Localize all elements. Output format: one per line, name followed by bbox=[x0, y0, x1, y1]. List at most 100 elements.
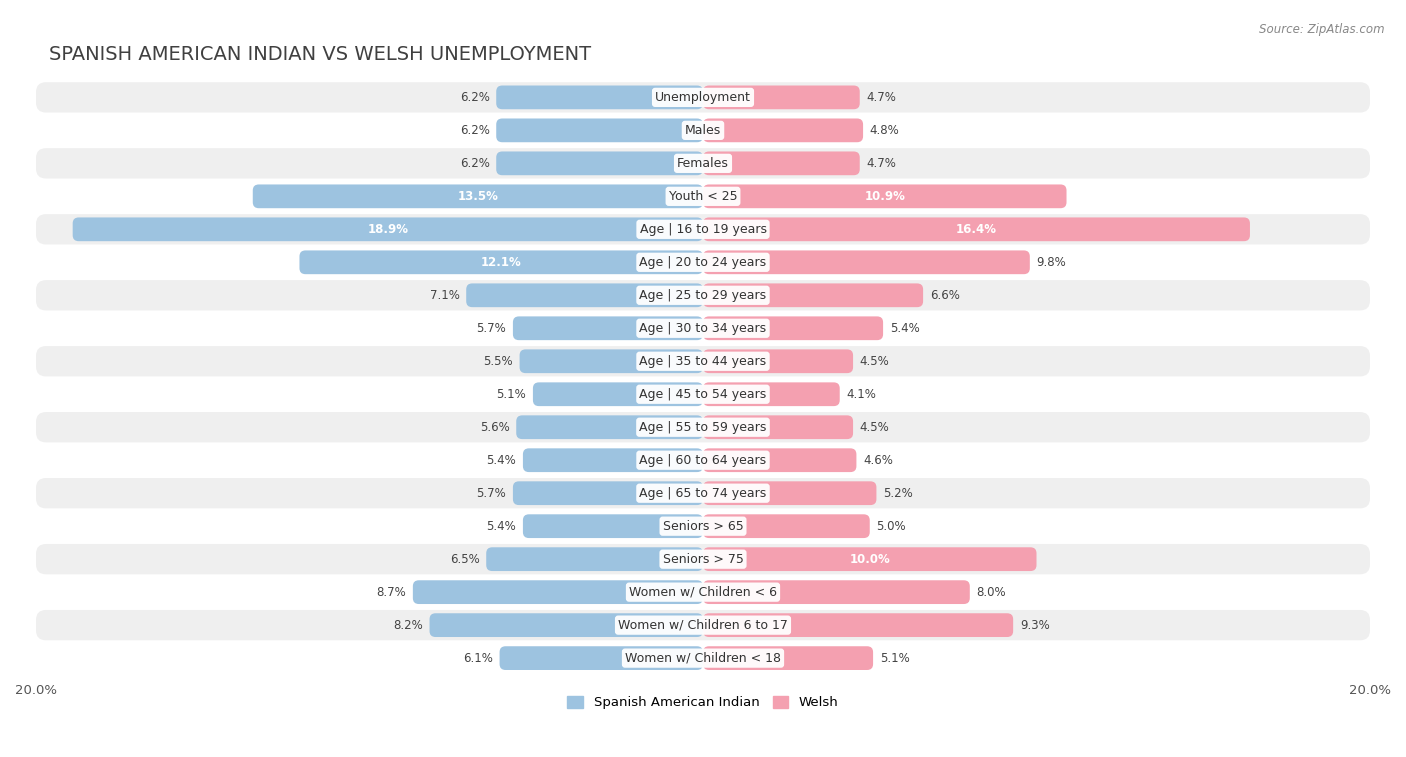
FancyBboxPatch shape bbox=[703, 86, 859, 109]
Text: Youth < 25: Youth < 25 bbox=[669, 190, 737, 203]
Text: 5.5%: 5.5% bbox=[484, 355, 513, 368]
FancyBboxPatch shape bbox=[37, 181, 1369, 211]
FancyBboxPatch shape bbox=[703, 251, 1029, 274]
Text: 13.5%: 13.5% bbox=[457, 190, 498, 203]
Text: 5.6%: 5.6% bbox=[479, 421, 509, 434]
FancyBboxPatch shape bbox=[37, 511, 1369, 541]
Text: 10.9%: 10.9% bbox=[865, 190, 905, 203]
FancyBboxPatch shape bbox=[513, 316, 703, 340]
FancyBboxPatch shape bbox=[703, 514, 870, 538]
Text: Females: Females bbox=[678, 157, 728, 170]
FancyBboxPatch shape bbox=[703, 547, 1036, 571]
FancyBboxPatch shape bbox=[496, 86, 703, 109]
Text: Women w/ Children 6 to 17: Women w/ Children 6 to 17 bbox=[619, 618, 787, 631]
FancyBboxPatch shape bbox=[703, 185, 1067, 208]
Text: Males: Males bbox=[685, 124, 721, 137]
FancyBboxPatch shape bbox=[37, 478, 1369, 509]
FancyBboxPatch shape bbox=[37, 313, 1369, 344]
Text: 5.0%: 5.0% bbox=[876, 519, 905, 533]
FancyBboxPatch shape bbox=[37, 83, 1369, 113]
Text: 5.1%: 5.1% bbox=[496, 388, 526, 400]
FancyBboxPatch shape bbox=[37, 610, 1369, 640]
Text: Women w/ Children < 6: Women w/ Children < 6 bbox=[628, 586, 778, 599]
Text: 7.1%: 7.1% bbox=[430, 288, 460, 302]
Text: 5.7%: 5.7% bbox=[477, 487, 506, 500]
Text: Seniors > 75: Seniors > 75 bbox=[662, 553, 744, 565]
Text: 6.5%: 6.5% bbox=[450, 553, 479, 565]
Text: Age | 55 to 59 years: Age | 55 to 59 years bbox=[640, 421, 766, 434]
Text: 4.6%: 4.6% bbox=[863, 453, 893, 467]
Text: 5.7%: 5.7% bbox=[477, 322, 506, 335]
FancyBboxPatch shape bbox=[523, 514, 703, 538]
Text: Unemployment: Unemployment bbox=[655, 91, 751, 104]
FancyBboxPatch shape bbox=[703, 646, 873, 670]
Text: Age | 30 to 34 years: Age | 30 to 34 years bbox=[640, 322, 766, 335]
Text: Age | 45 to 54 years: Age | 45 to 54 years bbox=[640, 388, 766, 400]
FancyBboxPatch shape bbox=[37, 346, 1369, 376]
FancyBboxPatch shape bbox=[703, 448, 856, 472]
Text: SPANISH AMERICAN INDIAN VS WELSH UNEMPLOYMENT: SPANISH AMERICAN INDIAN VS WELSH UNEMPLO… bbox=[49, 45, 592, 64]
FancyBboxPatch shape bbox=[37, 445, 1369, 475]
FancyBboxPatch shape bbox=[413, 581, 703, 604]
FancyBboxPatch shape bbox=[37, 280, 1369, 310]
FancyBboxPatch shape bbox=[513, 481, 703, 505]
Text: 8.7%: 8.7% bbox=[377, 586, 406, 599]
FancyBboxPatch shape bbox=[37, 115, 1369, 145]
Text: 8.0%: 8.0% bbox=[977, 586, 1007, 599]
FancyBboxPatch shape bbox=[533, 382, 703, 406]
FancyBboxPatch shape bbox=[37, 412, 1369, 442]
Text: 18.9%: 18.9% bbox=[367, 223, 408, 236]
Text: 4.7%: 4.7% bbox=[866, 157, 896, 170]
Text: 16.4%: 16.4% bbox=[956, 223, 997, 236]
FancyBboxPatch shape bbox=[703, 151, 859, 175]
Text: Source: ZipAtlas.com: Source: ZipAtlas.com bbox=[1260, 23, 1385, 36]
FancyBboxPatch shape bbox=[520, 350, 703, 373]
Text: Age | 65 to 74 years: Age | 65 to 74 years bbox=[640, 487, 766, 500]
FancyBboxPatch shape bbox=[516, 416, 703, 439]
FancyBboxPatch shape bbox=[37, 643, 1369, 673]
FancyBboxPatch shape bbox=[703, 481, 876, 505]
FancyBboxPatch shape bbox=[467, 283, 703, 307]
FancyBboxPatch shape bbox=[703, 316, 883, 340]
Text: 4.8%: 4.8% bbox=[870, 124, 900, 137]
Text: Seniors > 65: Seniors > 65 bbox=[662, 519, 744, 533]
FancyBboxPatch shape bbox=[703, 119, 863, 142]
Text: 6.1%: 6.1% bbox=[463, 652, 494, 665]
Legend: Spanish American Indian, Welsh: Spanish American Indian, Welsh bbox=[567, 696, 839, 709]
FancyBboxPatch shape bbox=[703, 283, 924, 307]
FancyBboxPatch shape bbox=[703, 613, 1014, 637]
FancyBboxPatch shape bbox=[37, 148, 1369, 179]
Text: 10.0%: 10.0% bbox=[849, 553, 890, 565]
FancyBboxPatch shape bbox=[523, 448, 703, 472]
Text: Age | 35 to 44 years: Age | 35 to 44 years bbox=[640, 355, 766, 368]
FancyBboxPatch shape bbox=[37, 379, 1369, 410]
Text: Age | 60 to 64 years: Age | 60 to 64 years bbox=[640, 453, 766, 467]
Text: Women w/ Children < 18: Women w/ Children < 18 bbox=[626, 652, 780, 665]
FancyBboxPatch shape bbox=[703, 416, 853, 439]
Text: 8.2%: 8.2% bbox=[394, 618, 423, 631]
FancyBboxPatch shape bbox=[486, 547, 703, 571]
FancyBboxPatch shape bbox=[253, 185, 703, 208]
Text: 9.8%: 9.8% bbox=[1036, 256, 1066, 269]
FancyBboxPatch shape bbox=[37, 544, 1369, 575]
FancyBboxPatch shape bbox=[703, 382, 839, 406]
Text: 4.1%: 4.1% bbox=[846, 388, 876, 400]
FancyBboxPatch shape bbox=[37, 247, 1369, 278]
Text: 6.2%: 6.2% bbox=[460, 124, 489, 137]
FancyBboxPatch shape bbox=[499, 646, 703, 670]
FancyBboxPatch shape bbox=[37, 577, 1369, 607]
Text: Age | 25 to 29 years: Age | 25 to 29 years bbox=[640, 288, 766, 302]
Text: 6.2%: 6.2% bbox=[460, 157, 489, 170]
FancyBboxPatch shape bbox=[429, 613, 703, 637]
FancyBboxPatch shape bbox=[73, 217, 703, 241]
FancyBboxPatch shape bbox=[496, 151, 703, 175]
Text: 4.5%: 4.5% bbox=[859, 421, 890, 434]
FancyBboxPatch shape bbox=[703, 217, 1250, 241]
Text: 4.5%: 4.5% bbox=[859, 355, 890, 368]
Text: 12.1%: 12.1% bbox=[481, 256, 522, 269]
Text: 9.3%: 9.3% bbox=[1019, 618, 1049, 631]
Text: 5.2%: 5.2% bbox=[883, 487, 912, 500]
Text: 5.1%: 5.1% bbox=[880, 652, 910, 665]
FancyBboxPatch shape bbox=[496, 119, 703, 142]
Text: 6.6%: 6.6% bbox=[929, 288, 960, 302]
